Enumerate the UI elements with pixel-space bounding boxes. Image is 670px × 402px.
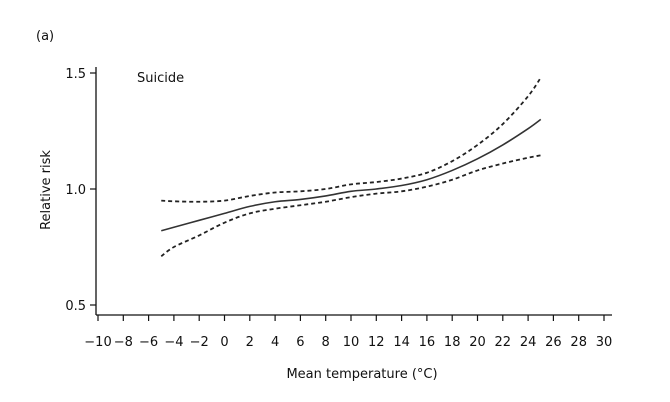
lower-ci-line <box>160 154 541 258</box>
y-tick-label: 1.0 <box>65 183 86 198</box>
x-tick-label: 20 <box>469 335 486 350</box>
x-tick-label: 22 <box>495 335 512 350</box>
panel-label: (a) <box>36 29 54 44</box>
x-tick-label: 10 <box>343 335 360 350</box>
x-tick-label: 12 <box>368 335 385 350</box>
x-tick-label: 6 <box>296 335 304 350</box>
chart-title: Suicide <box>137 71 184 86</box>
x-tick-label: 24 <box>520 335 537 350</box>
y-axis-title: Relative risk <box>39 150 54 230</box>
y-tick-label: 1.5 <box>65 67 86 82</box>
x-tick-label: 30 <box>596 335 613 350</box>
x-tick-label: −2 <box>190 335 209 350</box>
axes <box>95 67 612 316</box>
y-tick-label: 0.5 <box>65 299 86 314</box>
x-axis-ticks: −10 −8 −6 −4 −2 0 2 4 6 8 10 12 14 16 18 20 22 24 26 28 30 <box>84 315 612 350</box>
x-tick-label: −10 <box>84 335 111 350</box>
estimate-line <box>161 118 542 232</box>
x-tick-label: 8 <box>322 335 330 350</box>
x-tick-label: −8 <box>114 335 133 350</box>
x-tick-label: 0 <box>220 335 228 350</box>
x-tick-label: −4 <box>164 335 183 350</box>
x-tick-label: 4 <box>271 335 279 350</box>
x-tick-label: 26 <box>545 335 562 350</box>
series-lines <box>160 77 542 258</box>
upper-ci-line <box>161 77 542 203</box>
x-tick-label: 18 <box>444 335 461 350</box>
x-tick-label: 16 <box>419 335 436 350</box>
y-axis-ticks: 0.5 1.0 1.5 <box>65 67 96 314</box>
x-tick-label: 2 <box>246 335 254 350</box>
x-tick-label: −6 <box>139 335 158 350</box>
x-tick-label: 28 <box>570 335 587 350</box>
x-axis-title: Mean temperature (°C) <box>286 367 437 382</box>
x-tick-label: 14 <box>393 335 410 350</box>
